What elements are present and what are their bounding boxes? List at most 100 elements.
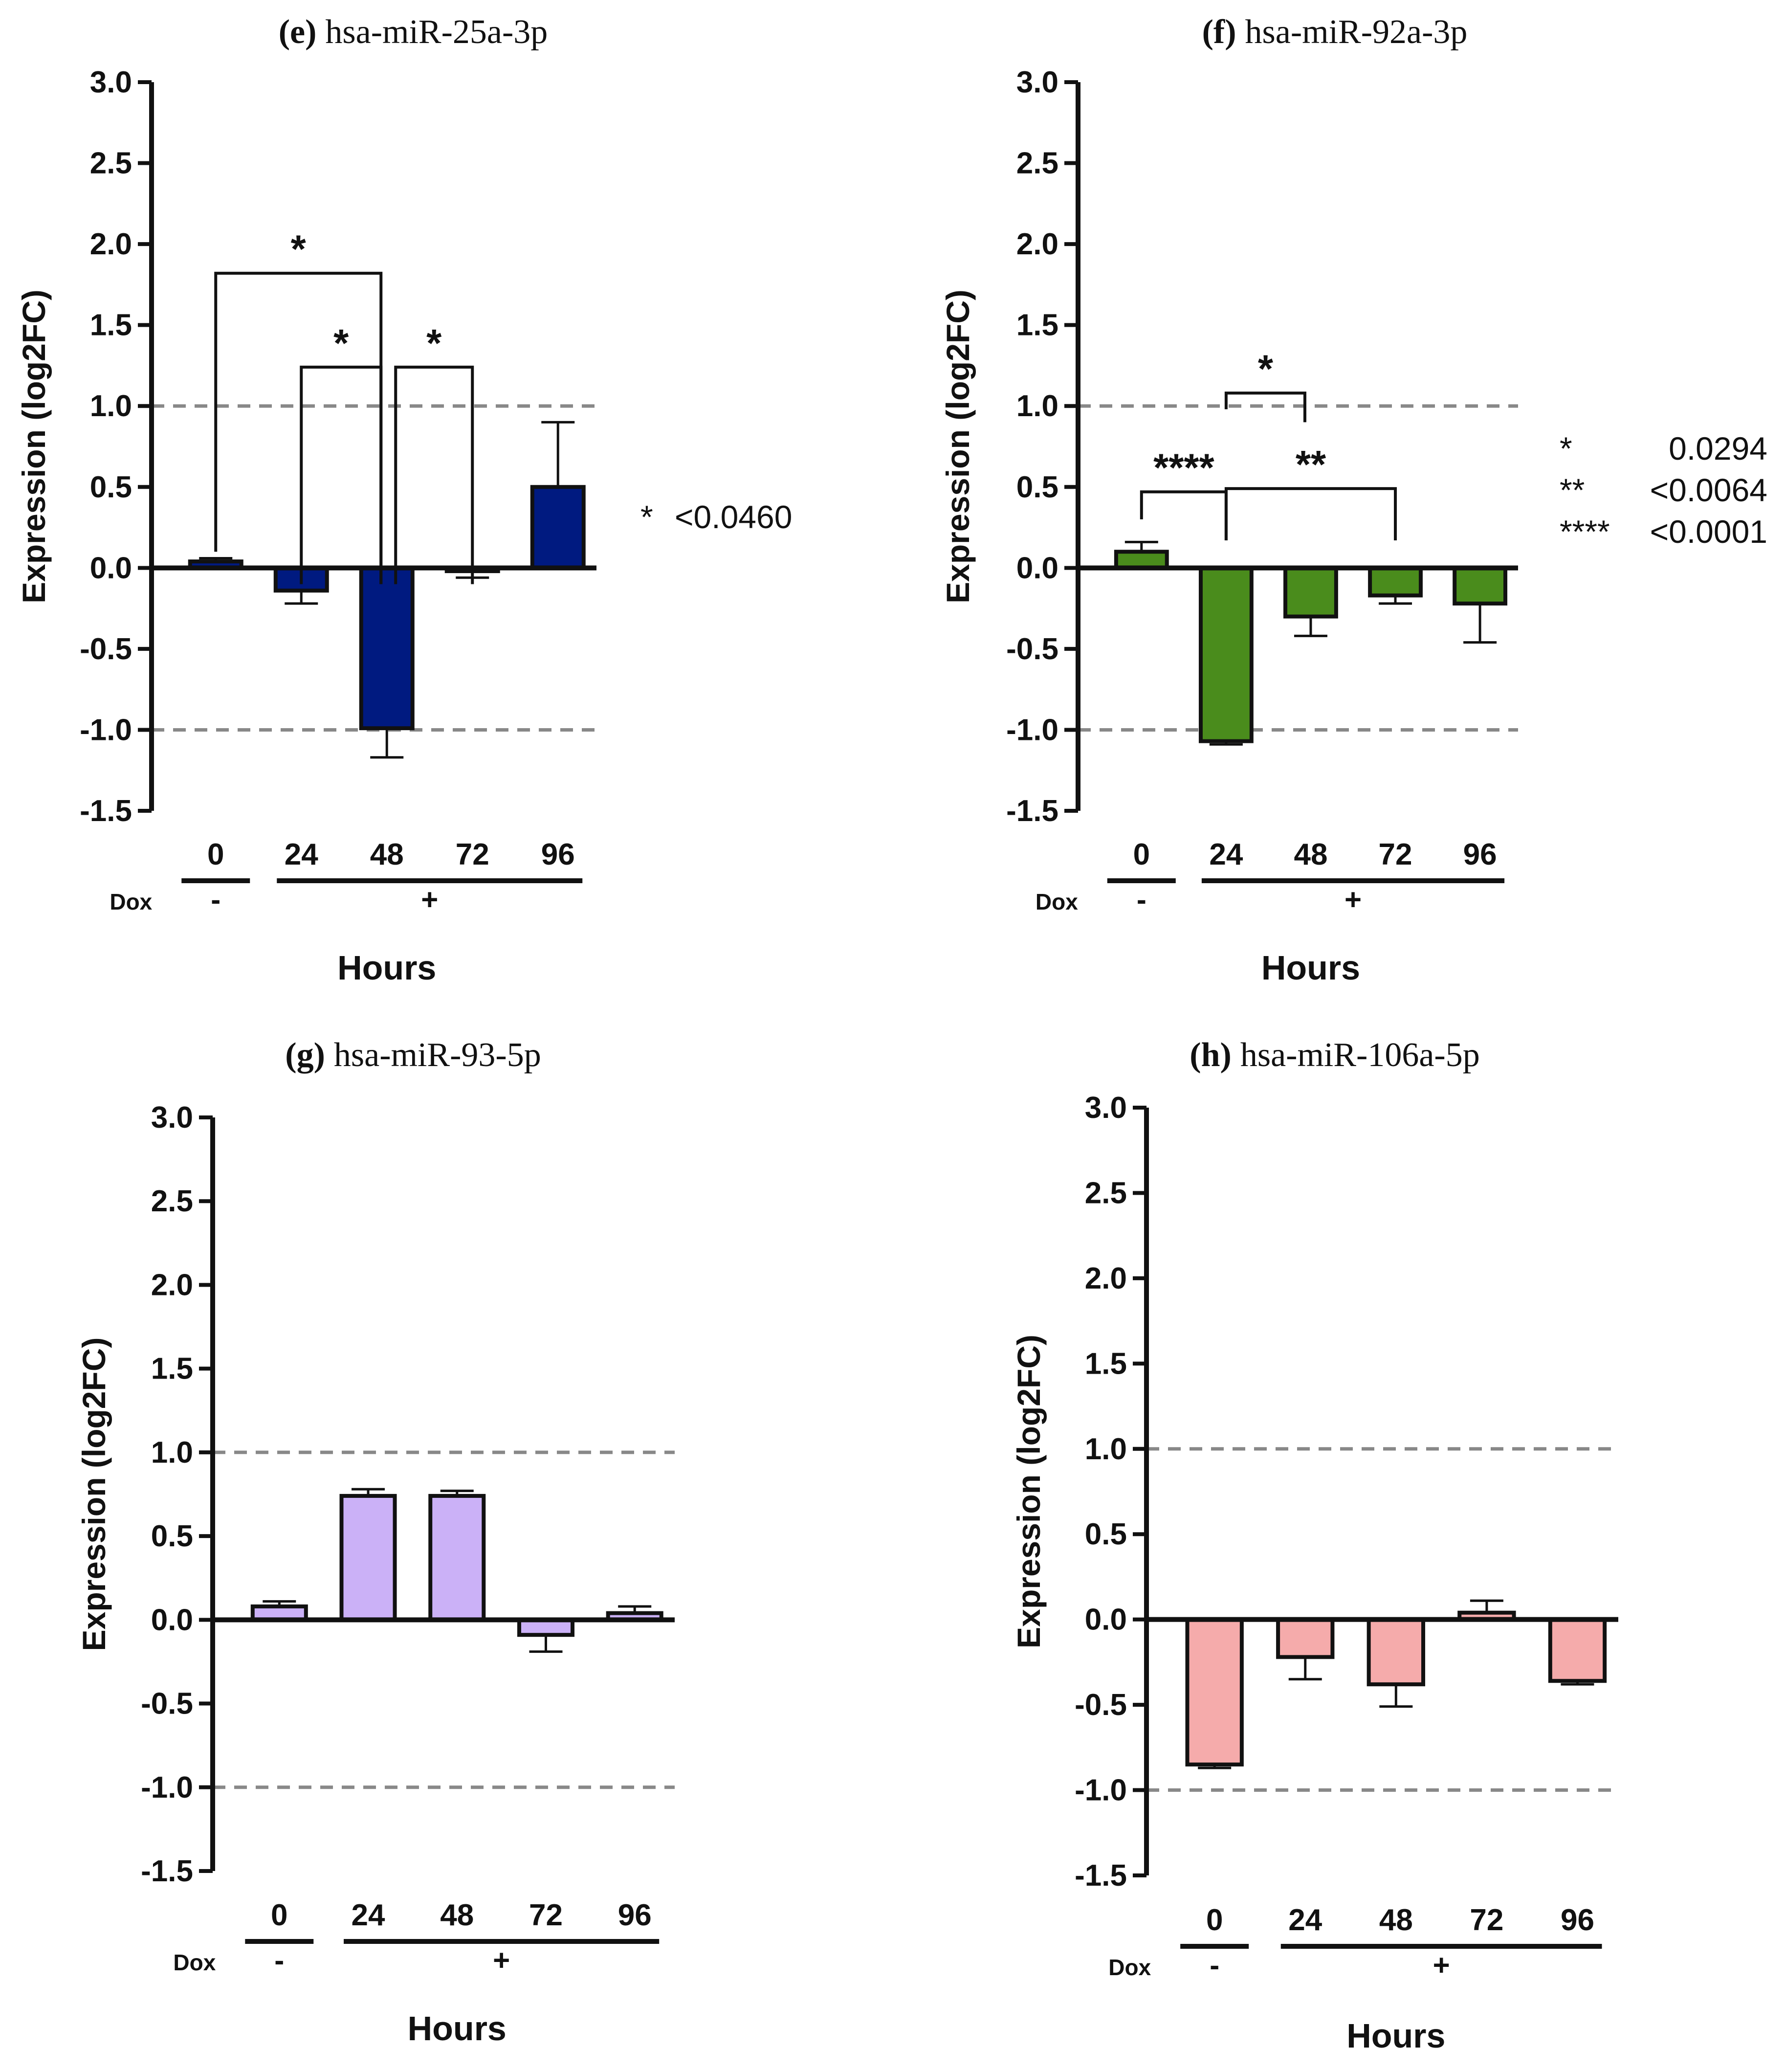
gene-name: hsa-miR-92a-3p bbox=[1245, 13, 1468, 51]
significance-bracket bbox=[1224, 391, 1306, 423]
y-tick-label: 0.5 bbox=[90, 470, 132, 504]
bar bbox=[1453, 566, 1508, 606]
y-tick-label: -1.5 bbox=[80, 794, 132, 828]
bar bbox=[359, 566, 415, 731]
y-tick-label: 1.5 bbox=[90, 309, 132, 342]
panel-h: (h) hsa-miR-106a-5p 3.0 2.5 2.0 1.5 1.0 0.5 0.0 -… bbox=[1011, 1036, 1618, 2055]
x-tick-label: 48 bbox=[1379, 1903, 1413, 1937]
y-tick-label: 1.0 bbox=[90, 389, 132, 423]
y-tick-label: 1.0 bbox=[1016, 389, 1058, 423]
x-tick-label: 72 bbox=[456, 838, 489, 871]
y-axis-label: Expression (log2FC) bbox=[940, 290, 976, 603]
panel-letter: (g) bbox=[285, 1036, 325, 1074]
x-tick-label: 48 bbox=[440, 1898, 474, 1932]
y-axis-label: Expression (log2FC) bbox=[76, 1337, 112, 1651]
y-tick-label: 1.0 bbox=[1085, 1432, 1127, 1466]
panel-title: (g) hsa-miR-93-5p bbox=[285, 1036, 541, 1074]
significance-bracket bbox=[214, 271, 383, 584]
y-tick-label: 1.5 bbox=[1085, 1347, 1127, 1381]
significance-bracket bbox=[1224, 487, 1397, 541]
significance-bracket bbox=[1140, 490, 1228, 541]
y-axis-label: Expression (log2FC) bbox=[16, 290, 52, 603]
y-tick-label: 0.5 bbox=[1085, 1517, 1127, 1551]
panel-letter: (e) bbox=[279, 13, 317, 51]
bar bbox=[1185, 1617, 1244, 1767]
y-tick-label: 1.5 bbox=[151, 1352, 193, 1386]
key-symbol: * bbox=[640, 499, 653, 535]
key-pvalue: 0.0294 bbox=[1669, 430, 1767, 467]
panel-f: (f) hsa-miR-92a-3p 3.0 2.5 2.0 1.5 1.0 0.5 0.0 -0… bbox=[940, 13, 1767, 987]
y-tick-label: 2.5 bbox=[151, 1184, 193, 1218]
dox-minus: - bbox=[1210, 1949, 1219, 1982]
y-tick-label: -0.5 bbox=[1075, 1688, 1127, 1722]
y-axis-label: Expression (log2FC) bbox=[1011, 1335, 1047, 1649]
x-tick-label: 0 bbox=[1206, 1903, 1223, 1937]
y-tick-label: 2.5 bbox=[90, 147, 132, 180]
y-tick-label: -0.5 bbox=[80, 632, 132, 666]
panel-letter: (f) bbox=[1202, 13, 1236, 51]
x-tick-label: 24 bbox=[1288, 1903, 1322, 1937]
key-symbol: ** bbox=[1560, 472, 1585, 508]
gene-name: hsa-miR-25a-3p bbox=[325, 13, 548, 51]
y-tick-label: 0.0 bbox=[1085, 1603, 1127, 1637]
x-tick-label: 96 bbox=[1463, 838, 1497, 871]
significance-stars: ** bbox=[1296, 443, 1326, 486]
y-tick-label: 2.5 bbox=[1085, 1176, 1127, 1210]
x-tick-label: 96 bbox=[1561, 1903, 1594, 1937]
dox-label: Dox bbox=[110, 889, 152, 914]
significance-stars: * bbox=[1258, 347, 1274, 391]
y-tick-label: -1.0 bbox=[1075, 1774, 1127, 1807]
bar bbox=[530, 485, 586, 570]
dox-plus: + bbox=[493, 1944, 510, 1977]
dox-label: Dox bbox=[1036, 889, 1078, 914]
y-tick-label: 2.0 bbox=[90, 227, 132, 261]
x-tick-label: 24 bbox=[285, 838, 318, 871]
panel-title: (e) hsa-miR-25a-3p bbox=[279, 13, 548, 51]
y-tick-label: -1.5 bbox=[1006, 794, 1058, 828]
x-tick-label: 72 bbox=[1470, 1903, 1503, 1937]
panel-letter: (h) bbox=[1190, 1036, 1232, 1074]
significance-stars: **** bbox=[1153, 446, 1214, 490]
bar bbox=[1283, 566, 1338, 619]
bar bbox=[1198, 566, 1254, 743]
y-tick-label: 3.0 bbox=[90, 66, 132, 99]
dox-minus: - bbox=[211, 883, 220, 916]
x-tick-label: 24 bbox=[1209, 838, 1243, 871]
y-tick-label: 3.0 bbox=[151, 1101, 193, 1135]
y-tick-label: -1.5 bbox=[1075, 1859, 1127, 1893]
significance-bracket bbox=[300, 365, 383, 584]
x-tick-label: 0 bbox=[271, 1898, 287, 1932]
y-tick-label: 0.5 bbox=[151, 1519, 193, 1553]
bar bbox=[1368, 566, 1423, 598]
y-tick-label: -0.5 bbox=[1006, 632, 1058, 666]
x-axis-label: Hours bbox=[337, 949, 436, 987]
gene-name: hsa-miR-93-5p bbox=[334, 1036, 541, 1074]
y-tick-label: 1.0 bbox=[151, 1436, 193, 1470]
key-symbol: **** bbox=[1560, 513, 1610, 550]
dox-plus: + bbox=[1344, 883, 1362, 916]
x-tick-label: 48 bbox=[370, 838, 404, 871]
dox-plus: + bbox=[421, 883, 438, 916]
y-tick-label: 3.0 bbox=[1085, 1091, 1127, 1125]
x-tick-label: 72 bbox=[1379, 838, 1412, 871]
y-tick-label: 2.5 bbox=[1016, 147, 1058, 180]
y-tick-label: 1.5 bbox=[1016, 309, 1058, 342]
y-tick-label: 0.0 bbox=[1016, 551, 1058, 585]
significance-bracket bbox=[394, 365, 474, 584]
y-tick-label: -1.0 bbox=[141, 1771, 193, 1805]
y-tick-label: -1.5 bbox=[141, 1854, 193, 1888]
bar bbox=[1276, 1617, 1335, 1659]
y-tick-label: 3.0 bbox=[1016, 66, 1058, 99]
panel-e: (e) hsa-miR-25a-3p3.02.52.01.51.00.50.0-0… bbox=[16, 13, 792, 987]
y-tick-label: 2.0 bbox=[1016, 227, 1058, 261]
key-pvalue: <0.0460 bbox=[675, 499, 792, 535]
y-tick-label: 0.5 bbox=[1016, 470, 1058, 504]
key-symbol: * bbox=[1560, 430, 1572, 467]
x-axis-label: Hours bbox=[1261, 949, 1360, 987]
x-axis-label: Hours bbox=[408, 2009, 507, 2048]
key-pvalue: <0.0064 bbox=[1650, 472, 1767, 508]
dox-label: Dox bbox=[1108, 1955, 1151, 1980]
key-pvalue: <0.0001 bbox=[1650, 513, 1767, 550]
x-tick-label: 96 bbox=[541, 838, 575, 871]
